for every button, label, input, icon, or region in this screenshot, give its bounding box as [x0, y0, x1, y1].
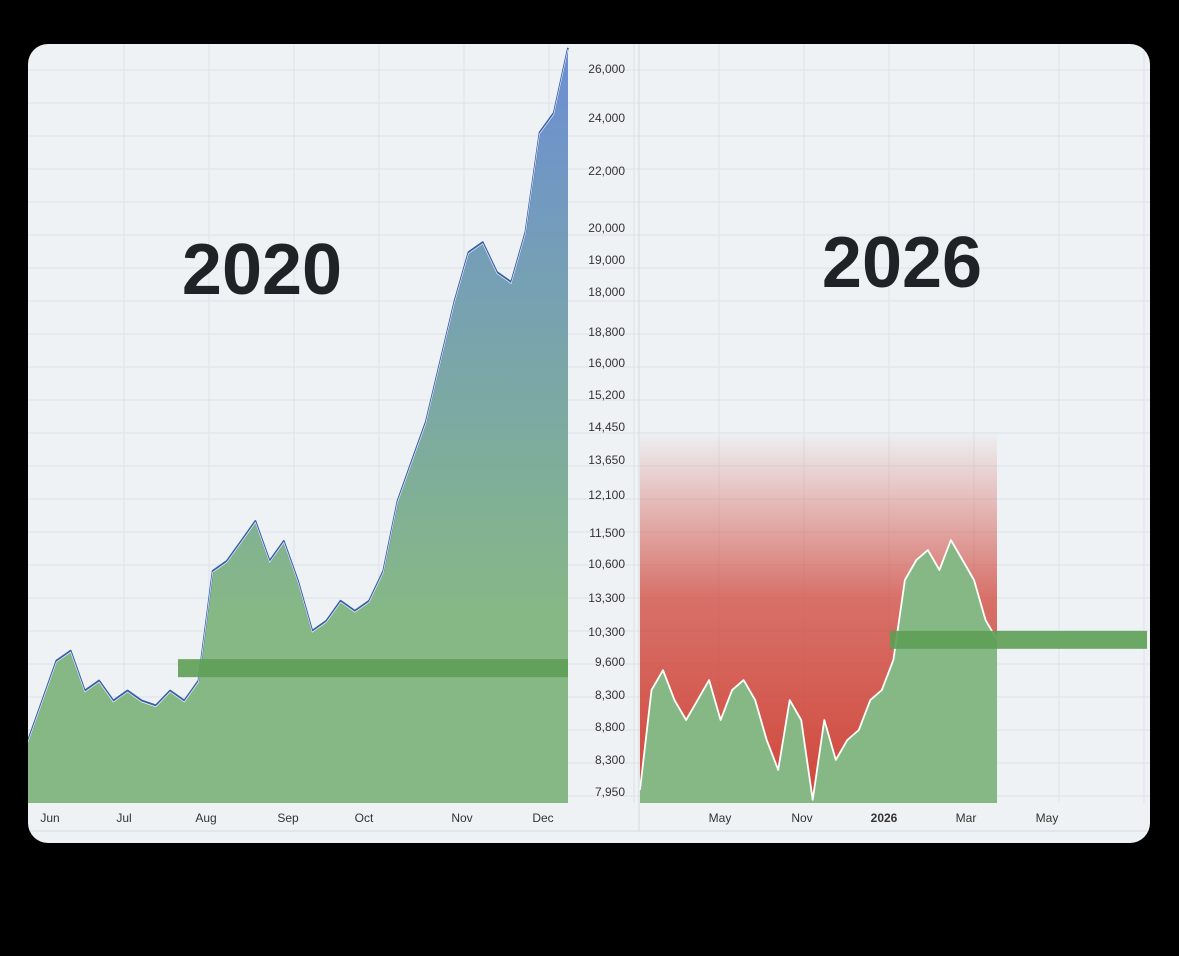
y-tick-label: 18,000	[588, 285, 625, 299]
y-tick-label: 15,200	[588, 388, 625, 402]
x-tick-label: Nov	[451, 811, 472, 825]
area	[28, 47, 568, 804]
x-tick-label: Aug	[195, 811, 216, 825]
y-tick-label: 26,000	[588, 62, 625, 76]
y-tick-label: 13,300	[588, 591, 625, 605]
y-tick-label: 8,300	[595, 688, 625, 702]
panel-title: 2020	[182, 230, 342, 310]
level-band	[890, 630, 1147, 649]
y-tick-label: 8,800	[595, 720, 625, 734]
x-tick-label: May	[1036, 811, 1059, 825]
y-tick-label: 20,000	[588, 221, 625, 235]
x-tick-label: Dec	[532, 811, 553, 825]
x-tick-label: Oct	[355, 811, 374, 825]
x-tick-label: Jun	[40, 811, 59, 825]
y-tick-label: 10,300	[588, 625, 625, 639]
line	[639, 539, 998, 801]
y-tick-label: 18,800	[588, 325, 625, 339]
y-tick-label: 9,600	[595, 655, 625, 669]
line-highlight	[28, 49, 569, 743]
y-tick-label: 24,000	[588, 111, 625, 125]
x-tick-label: Nov	[791, 811, 812, 825]
y-tick-label: 8,300	[595, 753, 625, 767]
y-tick-label: 11,500	[589, 526, 625, 540]
x-tick-label: Jul	[116, 811, 131, 825]
x-tick-label: May	[709, 811, 732, 825]
line	[28, 47, 569, 741]
y-tick-label: 7,950	[595, 785, 625, 799]
x-tick-label: Sep	[277, 811, 299, 825]
y-tick-label: 14,450	[588, 420, 625, 434]
panel-title: 2026	[822, 223, 982, 303]
y-tick-label: 16,000	[588, 356, 625, 370]
y-tick-label: 22,000	[588, 164, 625, 178]
y-tick-label: 10,600	[588, 557, 625, 571]
x-tick-label: 2026	[871, 811, 898, 825]
y-tick-label: 13,650	[588, 453, 625, 467]
y-tick-label: 19,000	[588, 253, 625, 267]
y-tick-label: 12,100	[588, 488, 625, 502]
plot-area: 2020 Jun Jul Aug Sep Oct Nov Dec 2026 May Nov 2026 M…	[28, 44, 1150, 832]
area	[640, 540, 997, 803]
level-band	[178, 659, 568, 678]
x-tick-label: Mar	[956, 811, 977, 825]
